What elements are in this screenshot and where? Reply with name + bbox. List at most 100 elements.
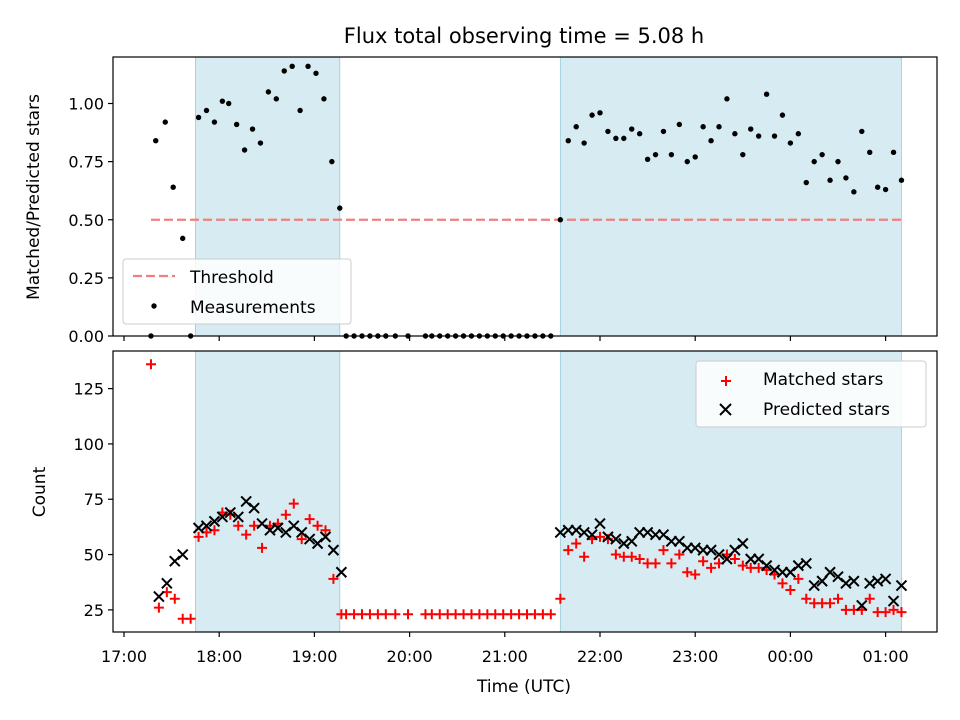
measurement-point [755, 133, 762, 139]
x-tick-label: 17:00 [101, 647, 147, 666]
matched-star-point [328, 573, 339, 584]
matched-star-point [666, 558, 677, 569]
predicted-star-point [272, 522, 284, 534]
measurement-point [613, 135, 619, 142]
measurement-point [257, 140, 264, 146]
measurement-point [851, 189, 857, 195]
matched-star-point [153, 602, 164, 613]
measurement-point [313, 70, 319, 76]
matched-star-point [737, 560, 748, 571]
predicted-star-point [848, 575, 860, 587]
matched-star-point [288, 498, 299, 509]
measurement-point [565, 138, 571, 144]
measurement-point [297, 107, 303, 114]
measurement-point [605, 128, 611, 135]
measurement-point [249, 126, 256, 132]
measurement-point [305, 63, 311, 69]
predicted-star-point [232, 511, 244, 523]
matched-star-point [650, 558, 661, 569]
observing-window [559, 56, 902, 337]
measurement-point [732, 131, 738, 137]
measurement-point [882, 186, 889, 193]
matched-star-point [595, 531, 605, 542]
x-tick-label: 21:00 [482, 647, 528, 666]
predicted-star-point [737, 537, 749, 550]
measurement-point [898, 177, 905, 183]
measurement-point [557, 217, 564, 223]
predicted-star-point [887, 595, 900, 607]
matched-star-point [690, 569, 701, 580]
measurement-point [203, 107, 210, 114]
matched-star-point [233, 520, 244, 531]
measurement-point [162, 119, 168, 125]
predicted-star-point [153, 590, 165, 603]
predicted-star-point [840, 577, 852, 590]
top-panel-matched-ratio: 0.00 0.25 0.50 0.75 1.00 Threshold Measurement… [68, 56, 938, 346]
measurement-point [803, 179, 809, 186]
measurement-point [771, 133, 778, 139]
measurement-point [890, 149, 897, 156]
legend-measurement-label: Measurements [190, 298, 316, 318]
y-tick-label: 0.25 [68, 269, 104, 288]
measurement-point [835, 158, 841, 165]
x-tick-label: 22:00 [577, 647, 623, 666]
x-axis-label: Time (UTC) [476, 677, 571, 697]
predicted-star-point [570, 524, 582, 536]
matched-star-point [682, 567, 693, 578]
matched-star-point [801, 593, 812, 604]
matched-star-point [896, 607, 907, 618]
predicted-star-point [319, 531, 332, 543]
measurement-point [827, 177, 833, 183]
matched-star-point [698, 556, 709, 567]
matched-star-point [880, 607, 891, 618]
predicted-star-point [224, 506, 237, 519]
y-tick-label: 0.75 [68, 153, 104, 172]
matched-star-point [626, 551, 637, 562]
y-tick-label: 100 [73, 435, 104, 454]
matched-star-point [610, 549, 621, 560]
measurement-point [692, 154, 698, 160]
legend-box [695, 360, 927, 428]
predicted-star-point [760, 559, 773, 572]
measurement-point [180, 235, 186, 242]
measurement-point [573, 124, 579, 130]
matched-star-point [555, 593, 566, 604]
legend-threshold-label: Threshold [189, 268, 274, 288]
measurement-point [233, 121, 240, 128]
measurement-point [211, 119, 218, 125]
legend-predicted-swatch [719, 403, 732, 416]
matched-star-point [380, 609, 391, 620]
y-tick-label: 0.00 [68, 327, 104, 346]
matched-star-point [729, 553, 740, 564]
measurement-point [337, 205, 343, 211]
observing-window [194, 350, 341, 633]
measurement-point [867, 149, 873, 156]
matched-star-point [296, 534, 307, 545]
matched-star-point [571, 538, 582, 549]
x-tick-label: 18:00 [196, 647, 242, 666]
matched-star-point [312, 520, 323, 531]
predicted-star-point [808, 579, 820, 592]
predicted-star-point [871, 575, 884, 587]
predicted-star-point [856, 599, 868, 612]
measurement-point [636, 131, 643, 137]
legend-box [122, 258, 352, 325]
predicted-star-point [824, 566, 836, 578]
matched-star-point [403, 609, 414, 620]
matched-star-point [249, 520, 260, 531]
predicted-star-point [641, 526, 654, 539]
x-tick-label: 19:00 [291, 647, 337, 666]
measurement-point [329, 158, 335, 165]
matched-star-point [753, 562, 764, 573]
y-tick-label: 125 [73, 380, 104, 399]
matched-star-point [145, 359, 156, 370]
y-tick-label: 0.50 [68, 211, 104, 230]
predicted-star-point [864, 577, 876, 590]
y-axis-label-top: Matched/Predicted stars [24, 94, 44, 300]
measurement-point [843, 175, 849, 181]
predicted-star-point [626, 535, 638, 547]
predicted-star-point [586, 528, 598, 541]
measurement-point [811, 158, 817, 165]
predicted-star-point [618, 537, 630, 550]
